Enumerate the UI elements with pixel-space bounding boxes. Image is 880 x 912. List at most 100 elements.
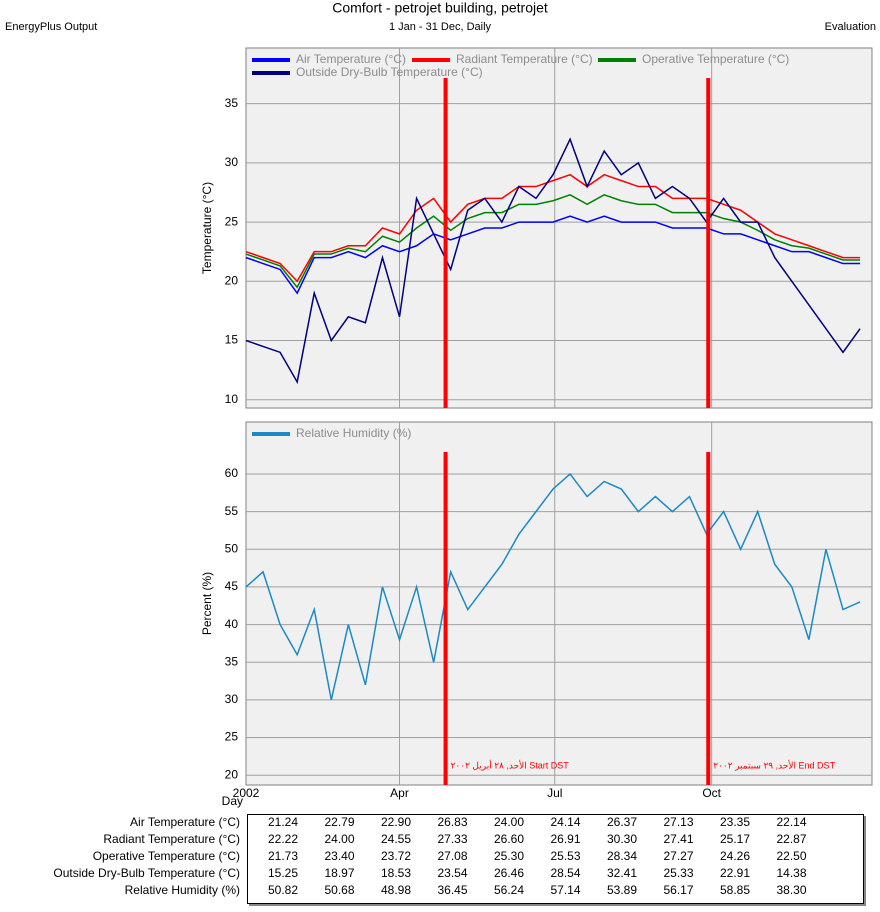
x-tick-label: Oct [702,786,721,800]
cell: 24.00 [324,832,355,846]
plot-area [245,421,873,786]
table: Air Temperature (°C) 21.24 22.79 22.90 26.83… [0,814,880,899]
cell: 36.45 [437,883,468,897]
y-tick-label: 10 [225,392,239,406]
cell: 26.46 [493,866,524,880]
row-label: Radiant Temperature (°C) [103,832,240,846]
series-line [245,194,861,289]
cell: 15.25 [267,866,298,880]
y-tick-label: 45 [225,579,239,593]
cell: 26.91 [550,832,581,846]
cell: 22.50 [776,849,807,863]
y-tick-label: 30 [225,692,239,706]
series-line [245,215,861,295]
row-label: Outside Dry-Bulb Temperature (°C) [53,866,240,880]
cell: 50.68 [324,883,355,897]
cell: 56.24 [493,883,524,897]
cell: 32.41 [606,866,637,880]
cell: 23.40 [324,849,355,863]
row-label: Relative Humidity (%) [124,883,240,897]
cell: 50.82 [267,883,298,897]
cell: 38.30 [776,883,807,897]
cell: 26.83 [437,815,468,829]
plot-area [245,47,873,409]
legend-label: Radiant Temperature (°C) [456,52,593,66]
cell: 27.13 [663,815,694,829]
cell: 26.60 [493,832,524,846]
cell: 56.17 [663,883,694,897]
cell: 53.89 [606,883,637,897]
cell: 22.91 [719,866,750,880]
cell: 28.54 [550,866,581,880]
series-line [245,137,861,385]
y-tick-label: 15 [225,333,239,347]
cell: 22.22 [267,832,298,846]
series-line [245,472,861,701]
table-row: Relative Humidity (%) 50.82 50.68 48.98 36.4… [0,882,880,899]
cell: 22.79 [324,815,355,829]
y-tick-label: 30 [225,155,239,169]
legend-label: Air Temperature (°C) [296,52,406,66]
cell: 30.30 [606,832,637,846]
cell: 27.08 [437,849,468,863]
cell: 14.38 [776,866,807,880]
row-label: Operative Temperature (°C) [92,849,240,863]
cell: 21.24 [267,815,298,829]
cell: 21.73 [267,849,298,863]
x-tick-label: Apr [390,786,409,800]
cell: 25.30 [493,849,524,863]
cell: 24.55 [380,832,411,846]
cell: 18.53 [380,866,411,880]
cell: 25.17 [719,832,750,846]
cell: 27.41 [663,832,694,846]
y-axis-label: Percent (%) [200,572,214,635]
cell: 27.27 [663,849,694,863]
y-tick-label: 60 [225,466,239,480]
cell: 24.00 [493,815,524,829]
cell: 18.97 [324,866,355,880]
cell: 24.26 [719,849,750,863]
cell: 22.14 [776,815,807,829]
header-right: Evaluation [825,21,876,33]
cell: 48.98 [380,883,411,897]
cell: 26.37 [606,815,637,829]
y-tick-label: 20 [225,767,239,781]
cell: 24.14 [550,815,581,829]
y-tick-label: 35 [225,96,239,110]
table-row: Operative Temperature (°C) 21.73 23.40 23.7… [0,848,880,865]
y-axis-label: Temperature (°C) [200,182,214,274]
table-row: Outside Dry-Bulb Temperature (°C) 15.25 18… [0,865,880,882]
legend-label: Operative Temperature (°C) [642,52,789,66]
legend-label: Relative Humidity (%) [296,426,411,440]
x-tick-label: Jul [547,786,562,800]
legend-label: Outside Dry-Bulb Temperature (°C) [296,65,483,79]
subtitle: 1 Jan - 31 Dec, Daily [389,21,492,33]
cell: 58.85 [719,883,750,897]
cell: 25.53 [550,849,581,863]
y-tick-label: 50 [225,541,239,555]
y-tick-label: 35 [225,654,239,668]
table-box [247,814,864,904]
dst-label: الأحد, ٢٩ سبتمبر ٢٠٠٢ End DST [713,759,835,771]
x-tick-label: 2002 [233,786,260,800]
cell: 57.14 [550,883,581,897]
x-axis-label: Day [222,794,243,808]
y-tick-label: 20 [225,273,239,287]
cell: 23.72 [380,849,411,863]
dst-label: الأحد, ٢٨ أبريل ٢٠٠٢ Start DST [451,758,570,771]
cell: 25.33 [663,866,694,880]
y-tick-label: 25 [225,730,239,744]
y-tick-label: 25 [225,214,239,228]
row-label: Air Temperature (°C) [130,815,240,829]
cell: 23.54 [437,866,468,880]
table-row: Radiant Temperature (°C) 22.22 24.00 24.55 2… [0,831,880,848]
cell: 22.87 [776,832,807,846]
cell: 28.34 [606,849,637,863]
cell: 22.90 [380,815,411,829]
cell: 27.33 [437,832,468,846]
header-left: EnergyPlus Output [5,21,97,33]
title: Comfort - petrojet building, petrojet [332,0,548,16]
cell: 23.35 [719,815,750,829]
